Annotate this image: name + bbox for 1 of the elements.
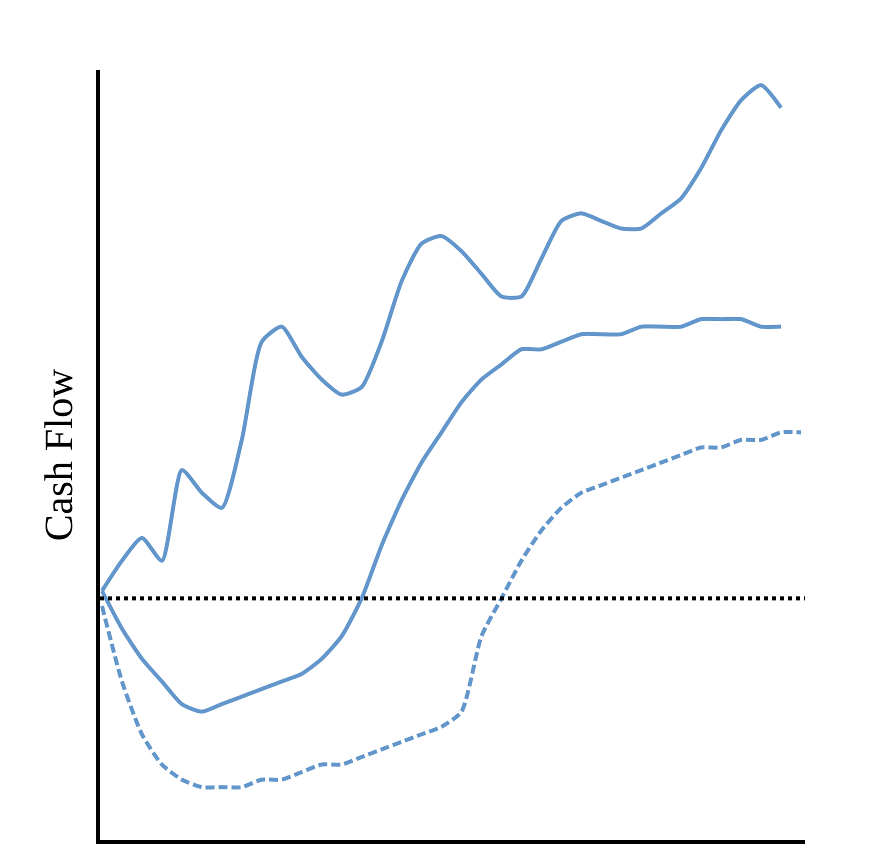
y-axis-title: Cash Flow bbox=[36, 368, 81, 542]
